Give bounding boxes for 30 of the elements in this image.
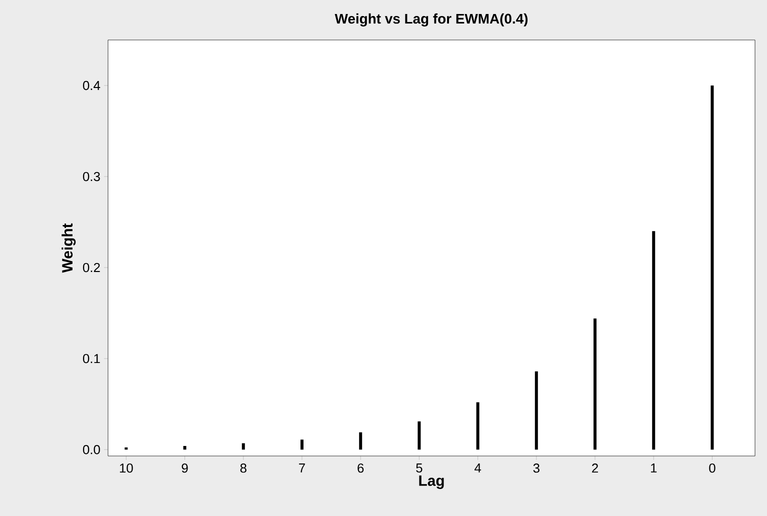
x-tick-label: 3 <box>533 464 540 473</box>
chart-title: Weight vs Lag for EWMA(0.4) <box>334 13 528 26</box>
y-tick-label: 0.0 <box>82 445 100 454</box>
x-tick-label: 5 <box>416 464 422 473</box>
y-tick-label: 0.3 <box>82 172 100 182</box>
y-tick-label: 0.4 <box>82 80 100 90</box>
x-tick-label: 7 <box>299 464 305 472</box>
x-tick-label: 1 <box>651 464 657 472</box>
x-tick-label: 4 <box>474 464 482 472</box>
bar <box>242 443 245 450</box>
bar <box>594 318 597 450</box>
bar <box>652 231 656 450</box>
x-tick-label: 2 <box>592 464 598 473</box>
x-tick-label: 6 <box>358 464 364 473</box>
bar <box>710 86 714 450</box>
bar <box>359 432 362 450</box>
bar <box>534 371 538 450</box>
y-axis-title: Weight <box>62 223 76 273</box>
x-axis-title: Lag <box>419 476 444 489</box>
bar <box>124 447 128 450</box>
x-tick-label: 9 <box>182 464 188 473</box>
x-tick-label: 0 <box>709 464 716 473</box>
y-tick-label: 0.2 <box>82 262 100 272</box>
bar <box>418 421 421 450</box>
y-tick-label: 0.1 <box>82 354 100 364</box>
bar <box>476 402 480 450</box>
bar <box>183 446 186 450</box>
x-tick-label: 10 <box>120 464 133 473</box>
bar <box>300 440 304 450</box>
x-tick-label: 8 <box>240 464 246 473</box>
